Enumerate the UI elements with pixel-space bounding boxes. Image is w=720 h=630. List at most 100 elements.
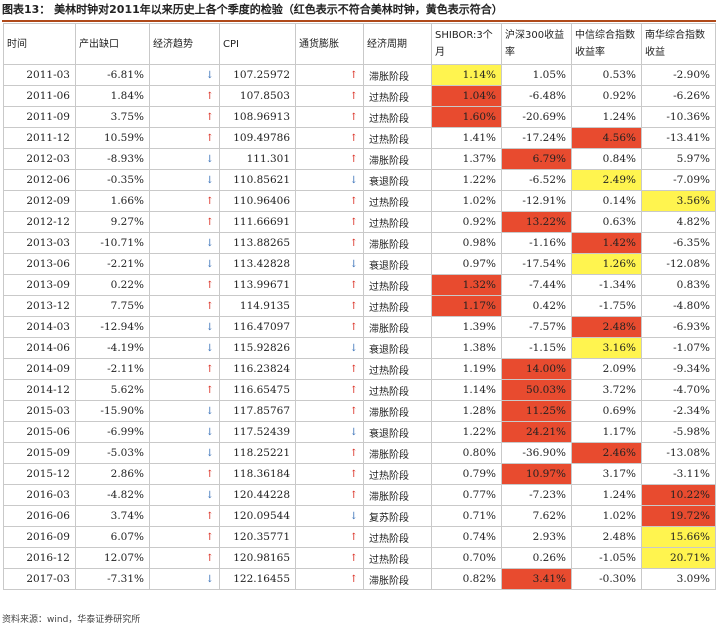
cell-nanhua-index: -2.90% xyxy=(641,64,716,86)
cell-cpi: 122.16455 xyxy=(219,568,296,590)
cell-shibor: 1.37% xyxy=(431,148,502,170)
cell-shibor: 1.22% xyxy=(431,169,502,191)
cell-output-gap: -5.03% xyxy=(75,442,150,464)
cell-hs300: -20.69% xyxy=(501,106,572,128)
cell-shibor: 1.19% xyxy=(431,358,502,380)
trend-arrow-icon: ↓ xyxy=(149,337,220,359)
cell-cycle-phase: 过热阶段 xyxy=(363,526,432,548)
cell-cpi: 120.35771 xyxy=(219,526,296,548)
figure-caption: 图表13： 美林时钟对2011年以来历史上各个季度的检验（红色表示不符合美林时钟… xyxy=(2,0,716,22)
cell-cycle-phase: 过热阶段 xyxy=(363,358,432,380)
cell-output-gap: -7.31% xyxy=(75,568,150,590)
inflation-arrow-icon: ↑ xyxy=(295,463,364,485)
table-row: 2015-12 2.86% ↑ 118.36184 ↑ 过热阶段 0.79% 10.97% 3.… xyxy=(3,463,716,485)
table-row: 2012-03 -8.93% ↓ 111.301 ↑ 滞胀阶段 1.37% 6.79% 0.84… xyxy=(3,148,716,170)
cell-cycle-phase: 滞胀阶段 xyxy=(363,568,432,590)
cell-citic-index: -1.75% xyxy=(571,295,642,317)
cell-hs300: 14.00% xyxy=(501,358,572,380)
inflation-arrow-icon: ↑ xyxy=(295,484,364,506)
cell-output-gap: -15.90% xyxy=(75,400,150,422)
inflation-arrow-icon: ↑ xyxy=(295,106,364,128)
cell-output-gap: -10.71% xyxy=(75,232,150,254)
trend-arrow-icon: ↑ xyxy=(149,295,220,317)
cell-time: 2014-03 xyxy=(3,316,76,338)
cell-hs300: 6.79% xyxy=(501,148,572,170)
cell-output-gap: 2.86% xyxy=(75,463,150,485)
cell-nanhua-index: -6.35% xyxy=(641,232,716,254)
trend-arrow-icon: ↑ xyxy=(149,358,220,380)
cell-cpi: 113.42828 xyxy=(219,253,296,275)
cell-citic-index: 2.48% xyxy=(571,316,642,338)
cell-cycle-phase: 滞胀阶段 xyxy=(363,316,432,338)
inflation-arrow-icon: ↑ xyxy=(295,274,364,296)
cell-nanhua-index: 5.97% xyxy=(641,148,716,170)
cell-output-gap: -0.35% xyxy=(75,169,150,191)
cell-shibor: 0.97% xyxy=(431,253,502,275)
cell-cycle-phase: 过热阶段 xyxy=(363,379,432,401)
cell-hs300: -6.48% xyxy=(501,85,572,107)
inflation-arrow-icon: ↑ xyxy=(295,295,364,317)
cell-time: 2013-12 xyxy=(3,295,76,317)
cell-shibor: 0.82% xyxy=(431,568,502,590)
header-hs300: 沪深300收益率 xyxy=(501,23,572,65)
table-row: 2013-06 -2.21% ↓ 113.42828 ↓ 衰退阶段 0.97% -17.54%… xyxy=(3,253,716,275)
trend-arrow-icon: ↑ xyxy=(149,463,220,485)
cell-output-gap: 0.22% xyxy=(75,274,150,296)
cell-cycle-phase: 过热阶段 xyxy=(363,547,432,569)
header-economic-trend: 经济趋势 xyxy=(149,23,220,65)
cell-nanhua-index: -13.41% xyxy=(641,127,716,149)
cell-cycle-phase: 过热阶段 xyxy=(363,190,432,212)
cell-nanhua-index: 15.66% xyxy=(641,526,716,548)
cell-output-gap: 3.75% xyxy=(75,106,150,128)
cell-shibor: 1.14% xyxy=(431,64,502,86)
cell-cycle-phase: 衰退阶段 xyxy=(363,169,432,191)
cell-time: 2016-09 xyxy=(3,526,76,548)
cell-time: 2015-03 xyxy=(3,400,76,422)
cell-output-gap: 1.66% xyxy=(75,190,150,212)
trend-arrow-icon: ↑ xyxy=(149,85,220,107)
table-row: 2016-12 12.07% ↑ 120.98165 ↑ 过热阶段 0.70% 0.26% -1… xyxy=(3,547,716,569)
cell-time: 2016-12 xyxy=(3,547,76,569)
cell-shibor: 0.70% xyxy=(431,547,502,569)
cell-cpi: 120.98165 xyxy=(219,547,296,569)
cell-output-gap: 10.59% xyxy=(75,127,150,149)
cell-output-gap: -2.21% xyxy=(75,253,150,275)
cell-time: 2012-12 xyxy=(3,211,76,233)
inflation-arrow-icon: ↓ xyxy=(295,169,364,191)
cell-citic-index: 1.26% xyxy=(571,253,642,275)
cell-time: 2011-09 xyxy=(3,106,76,128)
cell-nanhua-index: -13.08% xyxy=(641,442,716,464)
cell-hs300: -6.52% xyxy=(501,169,572,191)
cell-time: 2014-12 xyxy=(3,379,76,401)
inflation-arrow-icon: ↓ xyxy=(295,253,364,275)
table-row: 2014-06 -4.19% ↓ 115.92826 ↓ 衰退阶段 1.38% -1.15% 3… xyxy=(3,337,716,359)
table-row: 2016-03 -4.82% ↓ 120.44228 ↑ 滞胀阶段 0.77% -7.23% 1… xyxy=(3,484,716,506)
cell-cpi: 118.25221 xyxy=(219,442,296,464)
cell-cycle-phase: 衰退阶段 xyxy=(363,253,432,275)
cell-shibor: 1.32% xyxy=(431,274,502,296)
cell-cpi: 110.96406 xyxy=(219,190,296,212)
cell-hs300: 24.21% xyxy=(501,421,572,443)
cell-shibor: 0.74% xyxy=(431,526,502,548)
cell-citic-index: 1.24% xyxy=(571,106,642,128)
cell-cycle-phase: 过热阶段 xyxy=(363,85,432,107)
cell-citic-index: 0.14% xyxy=(571,190,642,212)
cell-time: 2013-06 xyxy=(3,253,76,275)
cell-cpi: 107.25972 xyxy=(219,64,296,86)
cell-cycle-phase: 过热阶段 xyxy=(363,274,432,296)
cell-shibor: 1.14% xyxy=(431,379,502,401)
inflation-arrow-icon: ↓ xyxy=(295,421,364,443)
header-citic-index: 中信综合指数收益率 xyxy=(571,23,642,65)
cell-cpi: 109.49786 xyxy=(219,127,296,149)
cell-hs300: 0.26% xyxy=(501,547,572,569)
cell-time: 2015-09 xyxy=(3,442,76,464)
cell-time: 2017-03 xyxy=(3,568,76,590)
table-row: 2017-03 -7.31% ↓ 122.16455 ↑ 滞胀阶段 0.82% 3.41% -0… xyxy=(3,568,716,590)
cell-citic-index: 0.53% xyxy=(571,64,642,86)
inflation-arrow-icon: ↑ xyxy=(295,526,364,548)
table-row: 2013-09 0.22% ↑ 113.99671 ↑ 过热阶段 1.32% -7.44% -1… xyxy=(3,274,716,296)
cell-output-gap: 7.75% xyxy=(75,295,150,317)
cell-hs300: 50.03% xyxy=(501,379,572,401)
cell-nanhua-index: 10.22% xyxy=(641,484,716,506)
cell-time: 2013-03 xyxy=(3,232,76,254)
